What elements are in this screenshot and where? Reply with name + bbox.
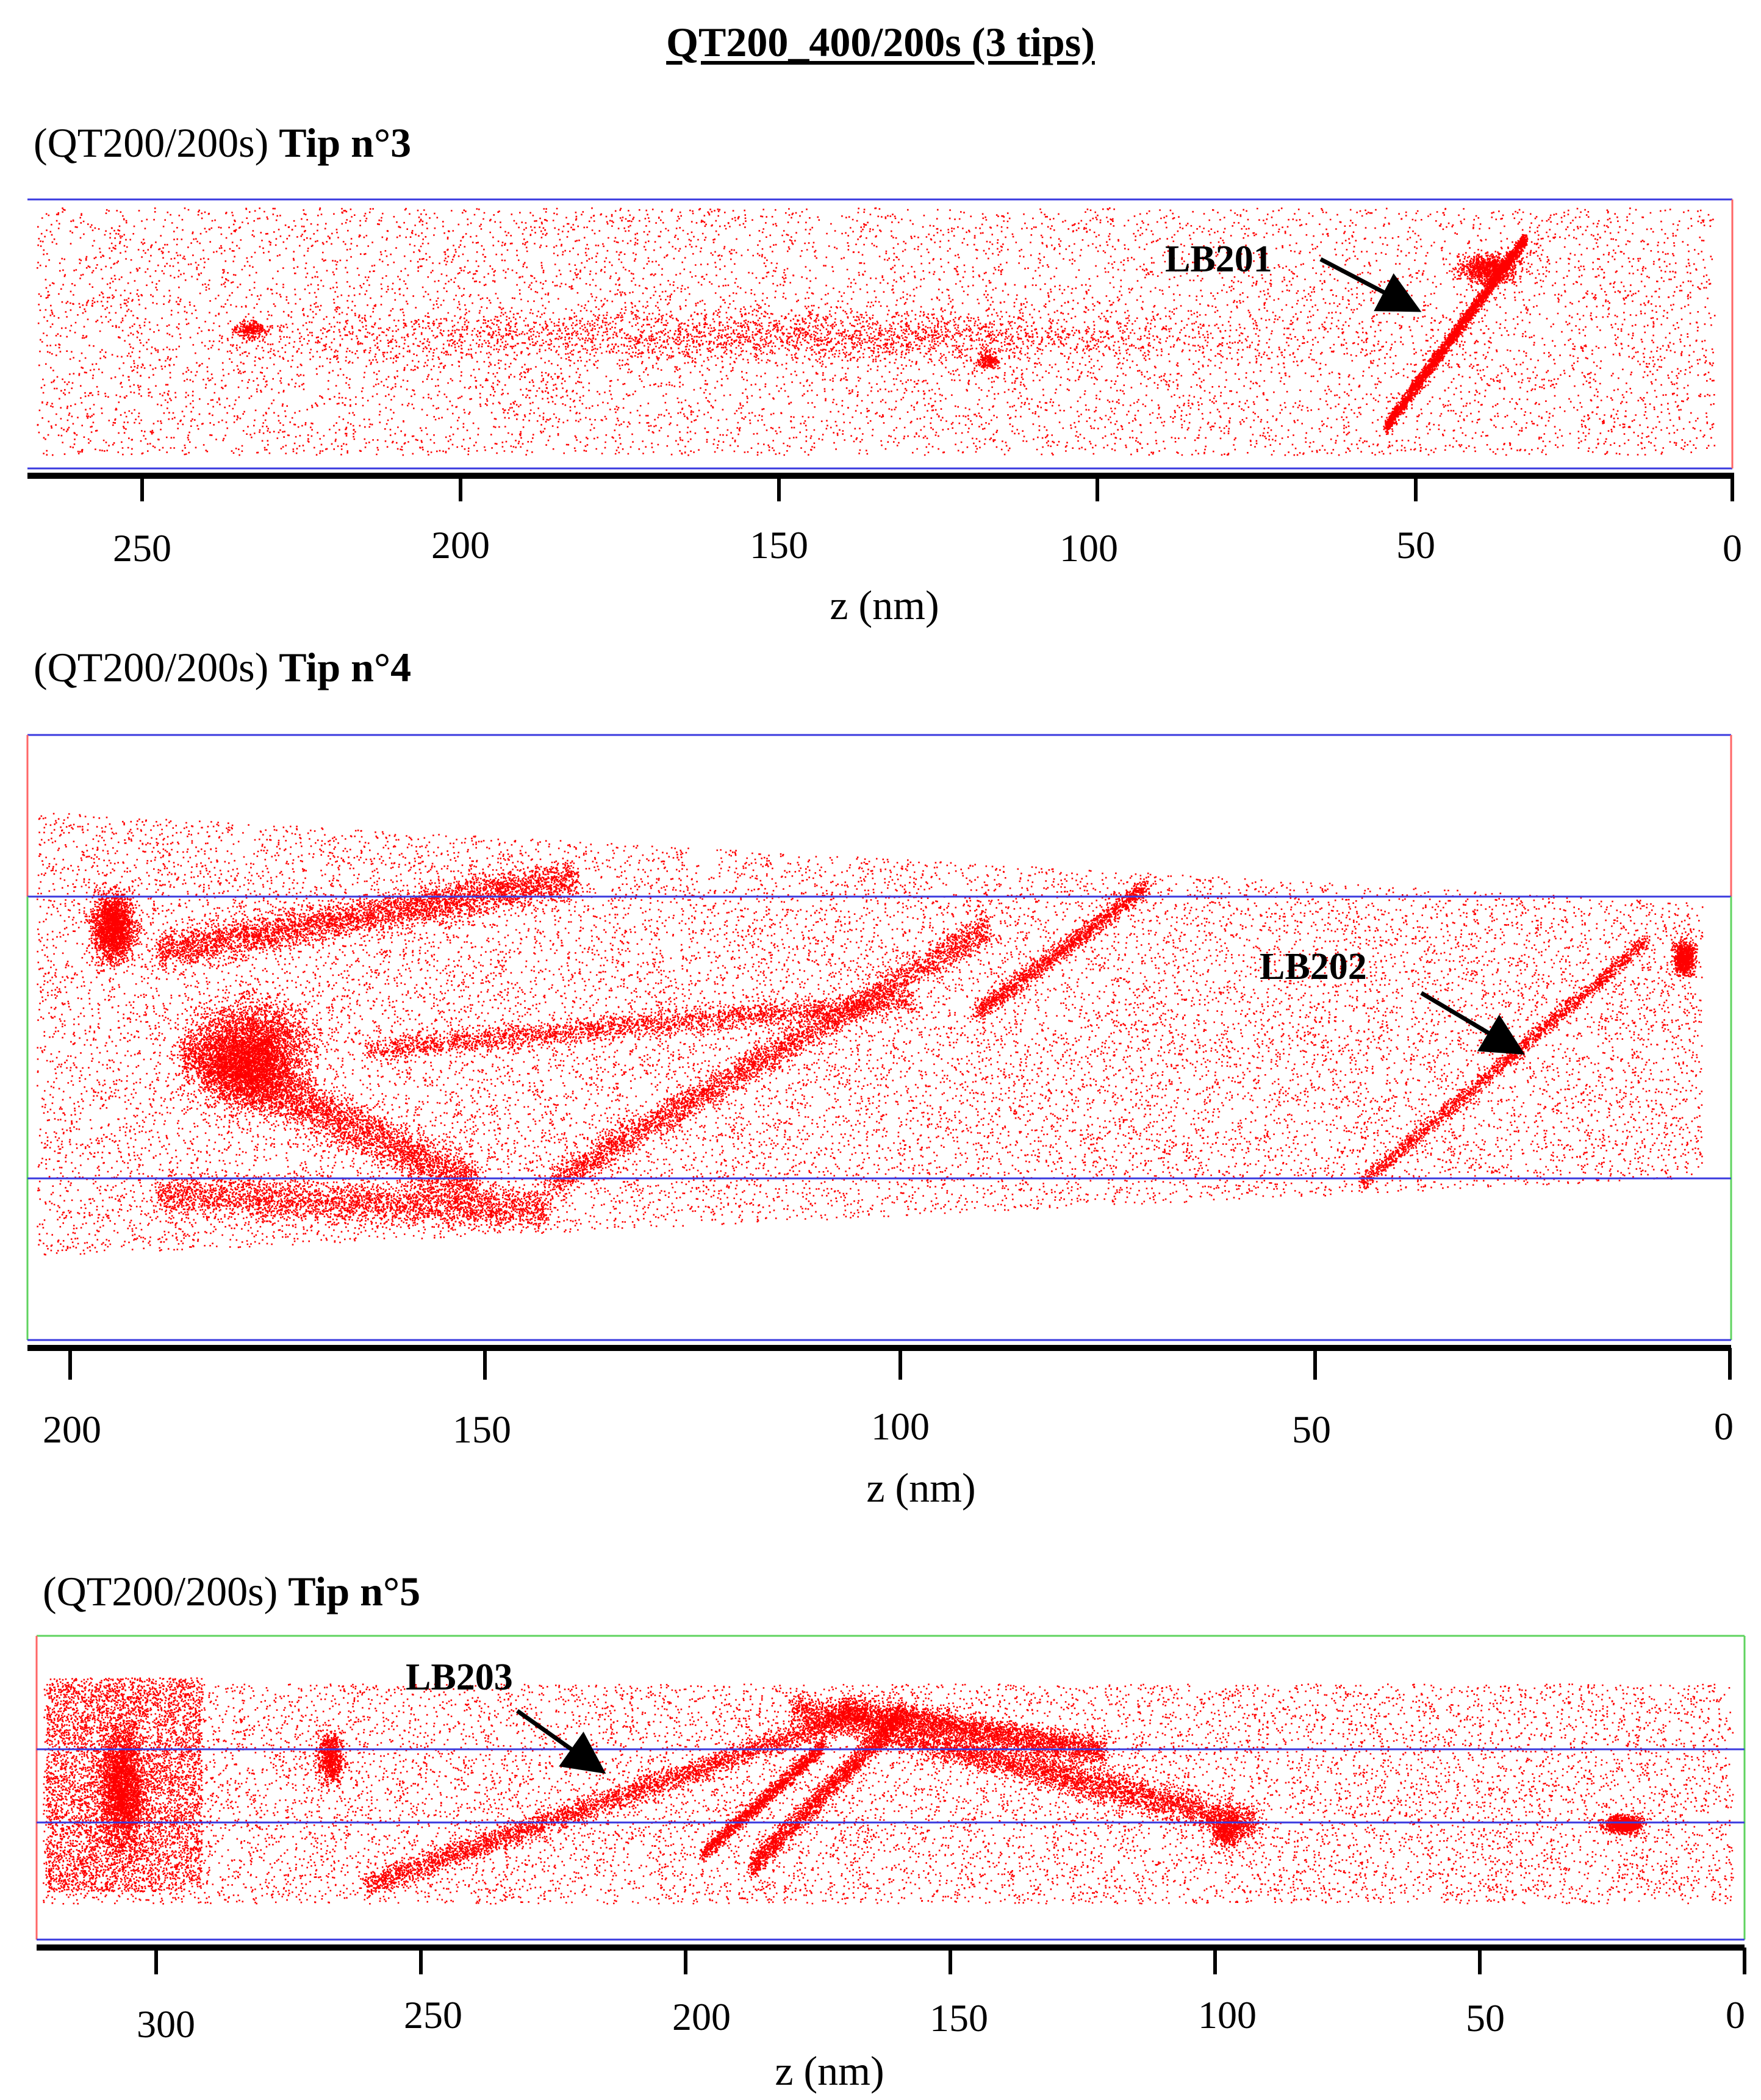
annotation-label: LB201 (1165, 238, 1272, 280)
x-axis-label: z (nm) (866, 1464, 975, 1511)
tick-label: 150 (750, 523, 808, 567)
figure-title: QT200_400/200s (3 tips) (666, 19, 1095, 65)
annotation-arrow (1319, 257, 1422, 312)
tick-label: 50 (1466, 1996, 1505, 2040)
point-cloud-tip4 (37, 812, 1704, 1256)
annotation-label: LB202 (1260, 946, 1367, 987)
tick-label: 250 (113, 526, 171, 570)
tick-label: 100 (871, 1405, 930, 1448)
panel-tip4: 200 150 100 50 0 z (nm) LB202 (26, 734, 1734, 1511)
panel-title-tip: Tip n°4 (279, 644, 412, 690)
panel-title-tip4: (QT200/200s) Tip n°4 (34, 643, 411, 692)
x-axis-ticks (68, 1348, 1732, 1380)
tick-label: 300 (137, 2002, 195, 2046)
tick-label: 200 (43, 1408, 101, 1451)
tick-label: 50 (1292, 1408, 1331, 1451)
tick-label: 100 (1060, 526, 1118, 570)
tick-label: 200 (431, 523, 490, 567)
annotation-arrow (1420, 991, 1526, 1055)
tick-label: 0 (1714, 1405, 1734, 1448)
tick-label: 250 (404, 1993, 462, 2037)
tick-label: 150 (453, 1408, 511, 1451)
x-axis-label: z (nm) (830, 582, 939, 628)
panel-tip3: 250 200 150 100 50 0 z (nm) LB201 (27, 198, 1742, 628)
tick-label: 0 (1726, 1993, 1745, 2037)
point-cloud-tip5 (43, 1677, 1734, 1905)
tick-label: 100 (1198, 1993, 1257, 2037)
tick-label: 50 (1396, 523, 1435, 567)
tick-label: 150 (930, 1996, 988, 2040)
panel-title-tip: Tip n°3 (279, 120, 412, 166)
annotation-arrow (515, 1709, 606, 1774)
x-axis-ticks (154, 1948, 1746, 1974)
tick-label: 200 (672, 1995, 731, 2038)
panel-title-tip3: (QT200/200s) Tip n°3 (34, 119, 411, 167)
panel-title-prefix: (QT200/200s) (43, 1568, 278, 1614)
panel-title-prefix: (QT200/200s) (34, 120, 269, 166)
panel-title-tip5: (QT200/200s) Tip n°5 (43, 1568, 420, 1616)
panel-title-prefix: (QT200/200s) (34, 644, 269, 690)
point-cloud-tip3 (37, 207, 1716, 456)
tick-label: 0 (1723, 526, 1742, 570)
panel-tip5: 300 250 200 150 100 50 0 z (nm) LB203 (35, 1635, 1746, 2094)
x-axis-label: z (nm) (775, 2048, 884, 2094)
panel-title-tip: Tip n°5 (288, 1568, 421, 1614)
x-axis-ticks (140, 476, 1734, 501)
annotation-label: LB203 (406, 1657, 513, 1698)
